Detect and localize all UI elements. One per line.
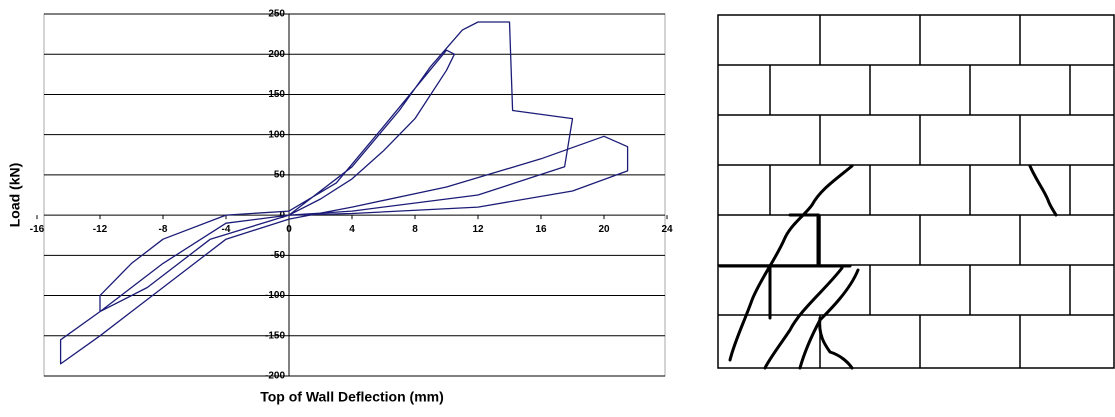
y-tick-label: 250: [268, 9, 285, 20]
y-tick-label: -100: [265, 290, 285, 301]
x-tick-label: 20: [598, 224, 610, 235]
y-tick-label: 0: [279, 210, 285, 221]
x-tick-label: 24: [661, 224, 673, 235]
crack: [818, 316, 854, 370]
x-tick-label: 8: [412, 224, 418, 235]
x-tick-label: -12: [93, 224, 108, 235]
y-tick-label: -200: [265, 371, 285, 382]
y-tick-label: -150: [265, 330, 285, 341]
x-tick-label: 0: [286, 224, 292, 235]
crack: [1028, 164, 1058, 217]
crack: [763, 266, 844, 370]
x-tick-label: -16: [30, 224, 45, 235]
crack: [728, 164, 854, 362]
x-tick-label: 16: [535, 224, 547, 235]
wall-diagram: [717, 14, 1115, 370]
y-tick-label: 100: [268, 129, 285, 140]
crack: [718, 213, 852, 320]
wall-border: [717, 14, 1115, 369]
y-tick-label: -50: [271, 250, 286, 261]
x-tick-label: -4: [222, 224, 231, 235]
plot-area: [43, 13, 666, 377]
load-curve: [59, 21, 629, 365]
y-tick-label: 50: [274, 170, 286, 181]
x-axis-title: Top of Wall Deflection (mm): [260, 389, 444, 405]
y-axis-title: Load (kN): [7, 163, 23, 228]
x-tick-label: 4: [349, 224, 355, 235]
x-tick-label: 12: [472, 224, 484, 235]
y-tick-label: 200: [268, 49, 285, 60]
y-tick-label: 150: [268, 89, 285, 100]
brick-joints: [718, 15, 1114, 368]
x-tick-label: -8: [159, 224, 168, 235]
